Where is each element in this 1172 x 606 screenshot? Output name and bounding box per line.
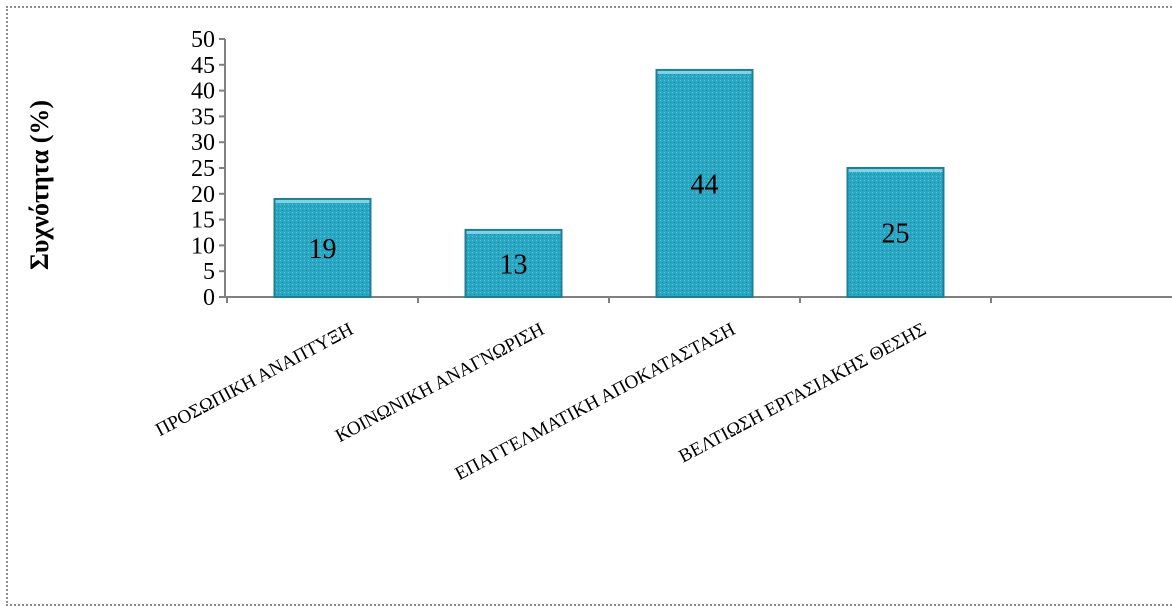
y-tick-label: 20	[191, 182, 215, 208]
y-axis-title: Συχνότητα (%)	[25, 100, 54, 270]
bar	[846, 167, 945, 298]
bars	[273, 68, 945, 299]
y-tick-label: 45	[191, 53, 215, 79]
y-tick-label: 10	[191, 233, 215, 259]
y-tick-label: 15	[191, 208, 215, 234]
bar-highlight	[848, 169, 943, 172]
category-label: ΠΡΟΣΩΠΙΚΗ ΑΝΑΠΤΥΞΗ	[152, 319, 357, 441]
data-labels: 19 13 44 25	[309, 169, 910, 280]
y-tick-label: 5	[203, 259, 215, 285]
y-tick-label: 0	[203, 285, 215, 311]
y-tick-label: 30	[191, 130, 215, 156]
bar	[655, 68, 754, 298]
y-tick-label: 35	[191, 104, 215, 130]
data-label: 13	[500, 249, 528, 280]
y-tick-label: 25	[191, 156, 215, 182]
category-label: ΚΟΙΝΩΝΙΚΗ ΑΝΑΓΝΩΡΙΣΗ	[332, 319, 548, 447]
y-tick-label: 50	[191, 27, 215, 53]
bar	[273, 197, 372, 299]
data-label: 44	[691, 169, 719, 200]
bar	[464, 228, 563, 298]
data-label: 19	[309, 234, 337, 265]
data-label: 25	[882, 219, 910, 250]
bar-highlight	[657, 70, 752, 74]
bar-highlight	[466, 230, 561, 234]
bar-highlight	[275, 199, 370, 203]
chart-frame	[6, 6, 1172, 606]
y-tick-label: 40	[191, 79, 215, 105]
